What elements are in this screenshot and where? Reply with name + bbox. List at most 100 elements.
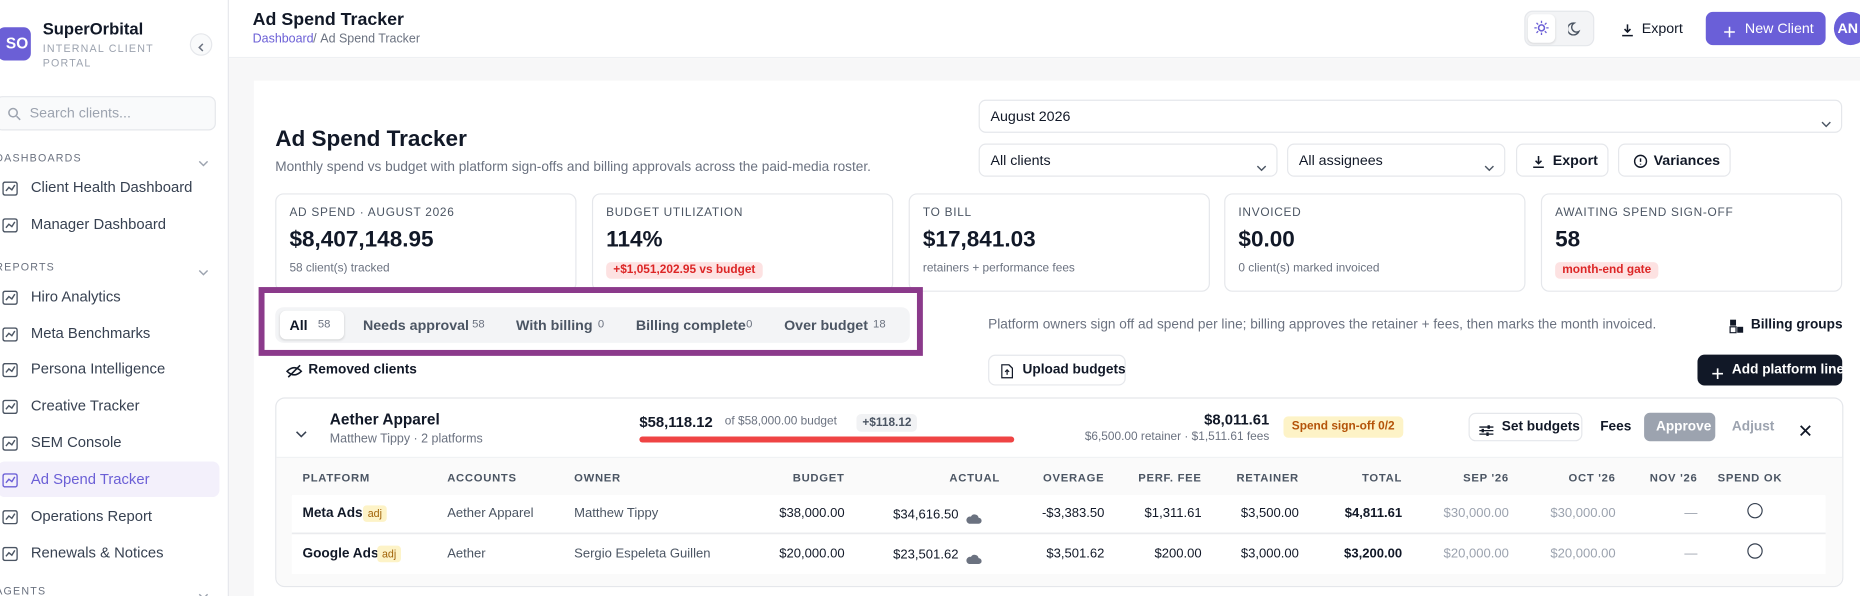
client-filter-label: All clients (990, 151, 1051, 169)
nav-label: Ad Spend Tracker (30, 470, 150, 488)
kpi-label: BUDGET UTILIZATION (606, 206, 744, 220)
avatar-initials: AN (1837, 20, 1859, 37)
nav-label: Persona Intelligence (30, 360, 166, 378)
column-header: SEP '26 (1463, 472, 1509, 486)
kpi-label: AD SPEND · AUGUST 2026 (289, 206, 455, 220)
add-platform-line-button[interactable] (1697, 354, 1843, 386)
table-cell: -$3,383.50 (1041, 506, 1105, 521)
kpi-badge: month-end gate (1555, 262, 1659, 279)
table-cell: $3,200.00 (1344, 546, 1403, 562)
platform-name: Meta Ads (302, 506, 363, 521)
client-subtitle: Matthew Tippy · 2 platforms (329, 431, 483, 447)
plus-icon (1724, 23, 1736, 38)
new-client-button[interactable] (1705, 11, 1826, 46)
client-status: Spend sign-off 0/2 (1283, 416, 1403, 438)
table-cell: Matthew Tippy (574, 506, 659, 521)
download-icon (1533, 153, 1545, 169)
variances-label: Variances (1653, 151, 1721, 169)
column-header: PLATFORM (302, 472, 370, 486)
table-cell: $23,501.62 (893, 548, 959, 563)
variances-button[interactable] (1618, 143, 1731, 177)
column-header: ACCOUNTS (447, 472, 517, 486)
add-platform-line-label: Add platform line (1731, 362, 1845, 378)
column-header: OCT '26 (1568, 472, 1616, 486)
tab-bar (275, 307, 910, 343)
client-budget-text: of $58,000.00 budget (724, 415, 837, 429)
removed-clients-button[interactable]: Removed clients (308, 362, 417, 378)
adjust-button[interactable]: Adjust (1731, 419, 1775, 435)
client-total: $8,011.61 (1204, 411, 1270, 429)
assignee-filter-label: All assignees (1298, 151, 1383, 169)
page-description: Monthly spend vs budget with platform si… (275, 160, 871, 175)
search-box[interactable] (0, 96, 216, 131)
hidden-icon (285, 363, 303, 378)
column-header: PERF. FEE (1138, 472, 1202, 486)
tab-active[interactable] (279, 310, 345, 340)
table-cell: $30,000.00 (1550, 506, 1616, 521)
section-chevron (198, 586, 209, 596)
light-mode-button[interactable] (1527, 14, 1556, 43)
table-cell: $34,616.50 (893, 507, 959, 522)
kpi-value: 58 (1555, 227, 1581, 253)
header-export-label: Export (1641, 20, 1683, 37)
set-budgets-label: Set budgets (1501, 419, 1580, 435)
column-header: OVERAGE (1043, 472, 1105, 486)
nav-icon (2, 326, 18, 342)
assignee-filter[interactable] (1287, 143, 1506, 177)
column-header: SPEND OK (1717, 472, 1783, 486)
collapse-button[interactable] (189, 33, 213, 56)
tab-label: Billing complete (635, 316, 746, 334)
section-title: AGENTS (0, 584, 47, 596)
export-button[interactable] (1515, 143, 1609, 177)
table-cell: — (1684, 546, 1698, 562)
client-spend: $58,118.12 (639, 413, 713, 431)
nav-icon (2, 362, 18, 378)
tab-label: Over budget (784, 316, 868, 334)
breadcrumb-current: Ad Spend Tracker (320, 32, 420, 47)
tab-count: 58 (317, 317, 331, 331)
moon-icon (1566, 20, 1582, 36)
breadcrumb-parent[interactable]: Dashboard (252, 32, 314, 47)
spend-ok-checkbox[interactable] (1747, 502, 1763, 519)
plus-icon (1712, 364, 1724, 379)
client-overage: +$118.12 (856, 413, 918, 432)
search-icon (7, 106, 21, 121)
tab-label: All (289, 316, 308, 334)
set-budgets-button[interactable] (1468, 412, 1583, 442)
nav-label: Client Health Dashboard (30, 179, 193, 196)
client-name: Aether Apparel (329, 410, 440, 429)
cloud-icon (966, 509, 983, 524)
approve-label: Approve (1655, 419, 1712, 435)
new-client-label: New Client (1744, 20, 1814, 37)
table-cell: $20,000.00 (1443, 546, 1509, 562)
kpi-value: $8,407,148.95 (289, 227, 434, 253)
table-cell: $3,500.00 (1240, 506, 1299, 521)
table-row (291, 534, 1826, 575)
nav-icon (2, 472, 18, 488)
kpi-note: retainers + performance fees (922, 262, 1075, 276)
section-title: REPORTS (0, 260, 55, 273)
nav-item[interactable] (0, 461, 220, 498)
kpi-card (908, 193, 1210, 292)
kpi-value: 114% (606, 227, 663, 253)
client-breakdown: $6,500.00 retainer · $1,511.61 fees (1084, 430, 1270, 444)
billing-groups-button[interactable]: Billing groups (1750, 317, 1843, 333)
table-cell: Aether Apparel (447, 506, 534, 521)
brand-initials: SO (5, 34, 29, 53)
table-cell: $200.00 (1154, 546, 1202, 562)
approve-button[interactable] (1644, 412, 1716, 442)
spend-ok-checkbox[interactable] (1747, 543, 1763, 559)
billing-groups-icon (1729, 318, 1744, 334)
section-chevron (198, 153, 209, 167)
upload-budgets-button[interactable] (988, 354, 1126, 386)
platform-name: Google Ads (302, 546, 379, 562)
alert-icon (1633, 153, 1648, 168)
dropdown-chevron (1821, 113, 1832, 128)
client-filter[interactable] (978, 143, 1278, 177)
nav-label: Hiro Analytics (30, 288, 121, 305)
fees-button[interactable]: Fees (1600, 419, 1632, 435)
kpi-label: AWAITING SPEND SIGN-OFF (1555, 206, 1734, 220)
month-select[interactable] (978, 99, 1843, 133)
column-header: NOV '26 (1649, 472, 1698, 486)
highlight-annotation (258, 287, 923, 356)
